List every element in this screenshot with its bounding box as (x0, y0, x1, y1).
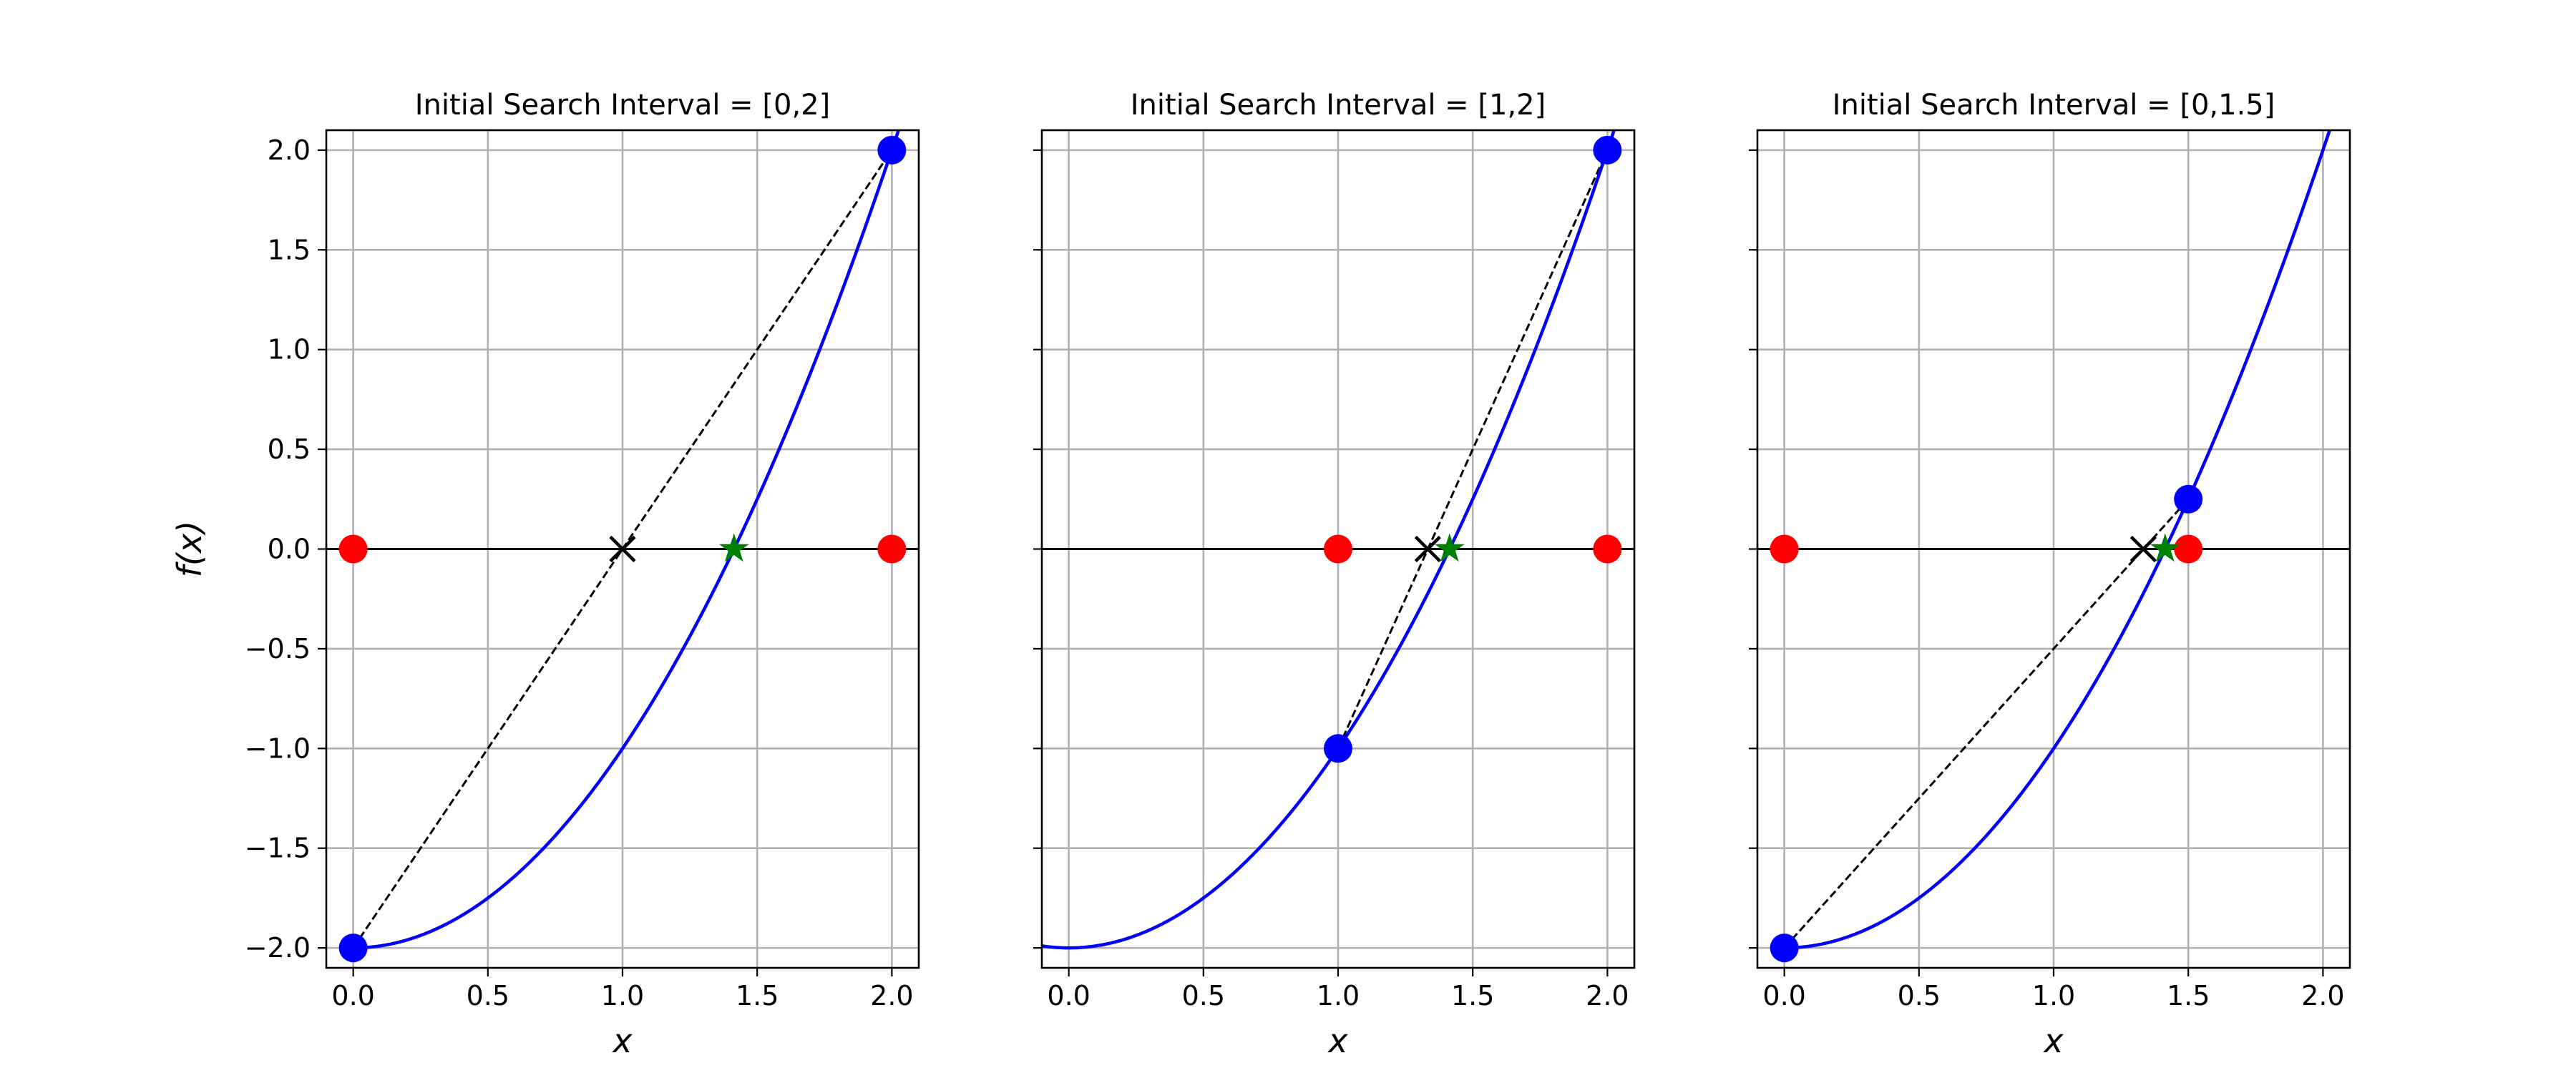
y-tick-label: 2.0 (268, 134, 311, 166)
y-tick-label: −0.5 (245, 633, 311, 665)
x-tick-label: 1.5 (736, 980, 779, 1011)
x-axis-label: x (611, 1021, 633, 1060)
true-root-star (2150, 533, 2180, 562)
x-tick-label: 1.0 (2032, 980, 2075, 1011)
secant-root-marker (2129, 535, 2157, 563)
markers (1324, 135, 1622, 763)
x-tick-label: 0.5 (1182, 980, 1225, 1011)
curve-endpoint-1 (338, 934, 368, 963)
x-tick-label: 1.5 (2167, 980, 2210, 1011)
function-curve (353, 130, 901, 950)
axis-endpoint-1 (338, 534, 368, 564)
panel-3: 0.0 0.5 1.0 1.5 2.0 Initial Search Interval =… (1749, 89, 2351, 1060)
true-root-star (718, 533, 749, 562)
curve-endpoint-2 (877, 135, 907, 165)
secant-root-marker (1414, 535, 1441, 563)
x-tick-label: 2.0 (870, 980, 913, 1011)
x-tick-label: 1.0 (601, 980, 644, 1011)
curve-endpoint-1 (1770, 934, 1799, 963)
y-tick-label: −2.0 (245, 932, 311, 964)
axis-endpoint-1 (1770, 534, 1799, 564)
axis-endpoint-2 (2174, 534, 2203, 564)
panel-title: Initial Search Interval = [1,2] (1131, 89, 1546, 122)
panel-1: 0.0 0.5 1.0 1.5 2.0 −2.0 −1.5 −1.0 −0.5 0.0 0.5 1.0… (170, 89, 920, 1060)
plot-area (1757, 130, 2350, 950)
secant-root-marker (609, 535, 636, 563)
secant-line (1337, 150, 1609, 749)
x-tick-label: 0.0 (1047, 980, 1090, 1011)
panel-title: Initial Search Interval = [0,1.5] (1833, 89, 2275, 122)
panel-2: 0.0 0.5 1.0 1.5 2.0 Initial Search Interval =… (1033, 89, 1636, 1060)
y-tick-label: 0.5 (268, 433, 311, 465)
y-tick-label: 0.0 (268, 534, 311, 565)
x-tick-label: 1.5 (1451, 980, 1494, 1011)
axis-endpoint-1 (1324, 534, 1352, 564)
x-axis-label: x (1327, 1021, 1348, 1060)
x-tick-label: 2.0 (2301, 980, 2344, 1011)
function-curve (1784, 130, 2332, 950)
markers (1770, 484, 2203, 963)
y-tick-label: −1.0 (245, 733, 311, 764)
y-tick-label: 1.0 (268, 334, 311, 366)
axis-endpoint-2 (877, 534, 907, 564)
y-axis-label: f(x) (170, 521, 209, 577)
panel-title: Initial Search Interval = [0,2] (415, 89, 831, 122)
x-tick-label: 1.0 (1317, 980, 1360, 1011)
x-tick-label: 0.5 (467, 980, 509, 1011)
secant-line (1783, 498, 2190, 949)
markers (338, 135, 907, 963)
x-axis-label: x (2042, 1021, 2064, 1060)
curve-endpoint-2 (2174, 484, 2203, 514)
x-tick-label: 2.0 (1586, 980, 1629, 1011)
true-root-star (1434, 533, 1465, 562)
axis-endpoint-2 (1593, 534, 1622, 564)
x-tick-label: 0.5 (1898, 980, 1941, 1011)
x-tick-label: 0.0 (331, 980, 374, 1011)
curve-endpoint-1 (1324, 734, 1352, 763)
y-tick-label: −1.5 (245, 833, 311, 864)
y-tick-label: 1.5 (268, 234, 311, 265)
x-tick-label: 0.0 (1762, 980, 1805, 1011)
curve-endpoint-2 (1593, 135, 1622, 165)
